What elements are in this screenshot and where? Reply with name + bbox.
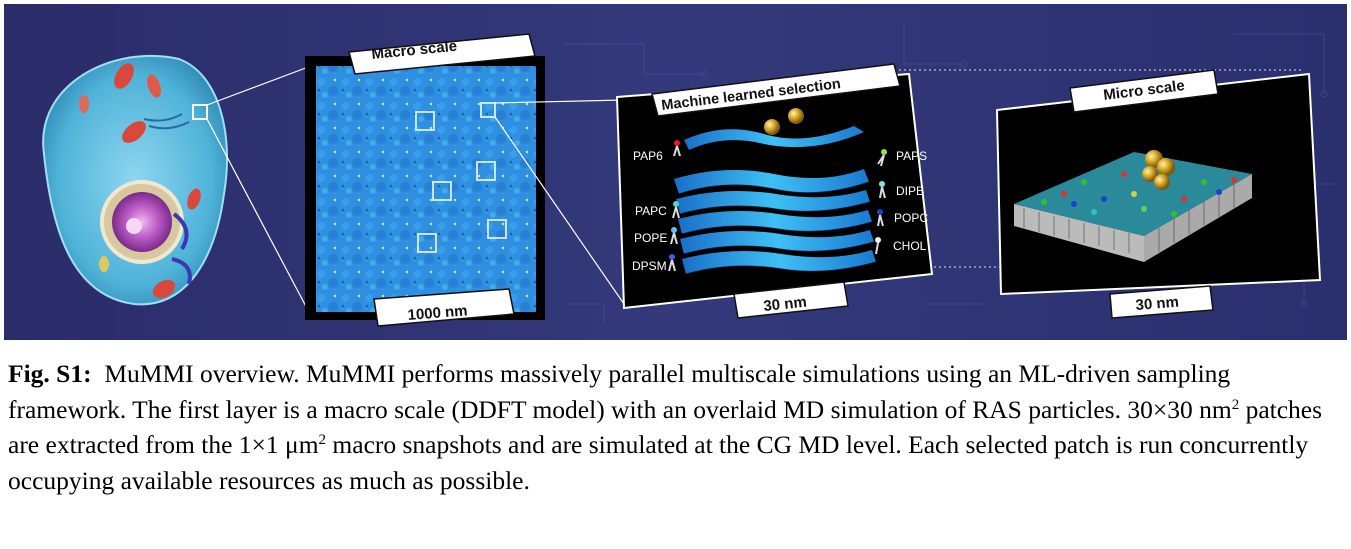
- micro-panel: Micro scale 30 nm: [995, 69, 1322, 319]
- caption-text: macro snapshots and are simulated at the…: [8, 430, 1309, 495]
- micro-title-banner: [1069, 69, 1219, 113]
- lipid-label: PAPC: [635, 204, 667, 218]
- ml-scale-label: 30 nm: [763, 294, 808, 315]
- zoom-lines-macro: [494, 69, 1304, 305]
- circuit-pattern: [564, 24, 1334, 324]
- lipid-icons-right: [875, 149, 887, 255]
- lipid-label: POPE: [634, 231, 667, 245]
- micro-scale-banner: [1109, 285, 1214, 319]
- macro-scale-banner: [373, 288, 515, 327]
- figure-caption: Fig. S1: MuMMI overview. MuMMI performs …: [8, 356, 1344, 498]
- lipid-label: PAP6: [633, 149, 663, 163]
- macro-scale-label: 1000 nm: [407, 302, 468, 324]
- ras-protein: [1142, 150, 1175, 190]
- macro-field: [316, 66, 536, 312]
- figure-label: Fig. S1:: [8, 359, 92, 388]
- ml-title-banner: [651, 63, 901, 117]
- membrane-side: [1144, 174, 1252, 262]
- ml-panel: PAP6 PAPC POPE DPSM PAPS DIPE POPC CHOL …: [615, 63, 934, 319]
- ml-layers: [674, 126, 877, 275]
- membrane-beads: [1041, 166, 1237, 217]
- macro-patch-boxes: [415, 102, 507, 253]
- overview-figure: Macro scale 1000 nm: [4, 4, 1347, 340]
- zoom-lines-cell: [192, 65, 312, 317]
- caption-superscript: 2: [1231, 396, 1240, 413]
- ml-scale-banner: [733, 281, 849, 319]
- lipid-label: DPSM: [632, 259, 667, 273]
- cell-illustration: [42, 54, 228, 306]
- lipid-icons-left: [668, 140, 681, 272]
- lipid-label: POPC: [894, 211, 928, 225]
- macro-title-banner: [348, 33, 536, 75]
- membrane-side: [1014, 204, 1144, 262]
- caption-text: patches are extracted from the 1×1 μm: [8, 394, 1323, 460]
- lipid-label: DIPE: [896, 184, 924, 198]
- lipid-label: PAPS: [896, 149, 927, 163]
- caption-superscript: 2: [318, 432, 327, 448]
- macro-panel: Macro scale 1000 nm: [305, 33, 545, 327]
- micro-scale-label: 30 nm: [1135, 294, 1180, 314]
- lipid-label: CHOL: [893, 239, 927, 253]
- ras-particle: [764, 119, 780, 135]
- caption-text: MuMMI overview. MuMMI performs massively…: [8, 359, 1232, 424]
- ras-particle: [788, 108, 804, 124]
